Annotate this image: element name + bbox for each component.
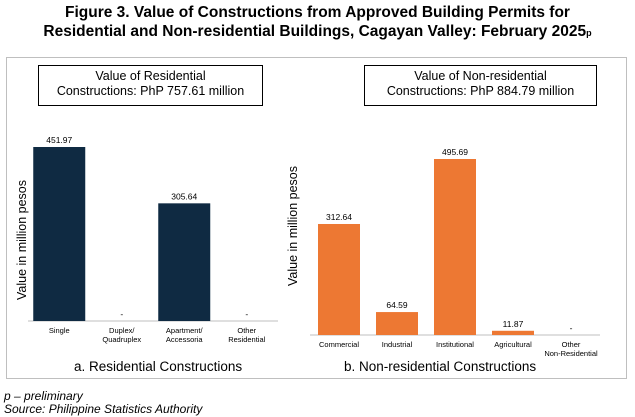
residential-category-label-3-1: Residential xyxy=(228,335,265,344)
residential-category-label-0-0: Single xyxy=(49,326,70,335)
note-source: Source: Philippine Statistics Authority xyxy=(4,402,203,416)
nonresidential-category-label-4-0: Other xyxy=(562,340,581,349)
nonresidential-category-label-1-0: Industrial xyxy=(382,340,413,349)
residential-category-label-2-0: Apartment/ xyxy=(166,326,204,335)
nonresidential-data-label-0: 312.64 xyxy=(326,212,352,222)
figure-title-line-1: Figure 3. Value of Constructions from Ap… xyxy=(65,4,570,21)
residential-data-label-1: - xyxy=(120,309,123,319)
residential-bar-0 xyxy=(33,147,86,321)
residential-category-label-3-0: Other xyxy=(237,326,256,335)
residential-category-label-1-1: Quadruplex xyxy=(102,335,141,344)
figure-title-line-2: Residential and Non-residential Building… xyxy=(0,22,635,41)
residential-total-line-1: Value of Residential xyxy=(95,69,206,83)
residential-data-label-2: 305.64 xyxy=(171,191,197,201)
figure-title-line-2-text: Residential and Non-residential Building… xyxy=(43,23,587,40)
nonresidential-bar-1 xyxy=(376,312,418,335)
nonresidential-data-label-4: - xyxy=(570,323,573,333)
nonresidential-bar-3 xyxy=(492,330,534,335)
title-superscript: p xyxy=(586,28,592,38)
nonresidential-total-line-2: Constructions: PhP 884.79 million xyxy=(386,84,575,98)
nonresidential-total-line-1: Value of Non-residential xyxy=(414,69,547,83)
residential-data-label-0: 451.97 xyxy=(46,135,72,145)
residential-y-axis-label: Value in million pesos xyxy=(15,180,29,300)
residential-total-line-2: Constructions: PhP 757.61 million xyxy=(56,84,245,98)
residential-caption: a. Residential Constructions xyxy=(74,359,243,374)
nonresidential-data-label-3: 11.87 xyxy=(503,319,524,329)
nonresidential-caption: b. Non-residential Constructions xyxy=(344,359,537,374)
nonresidential-category-label-0-0: Commercial xyxy=(319,340,359,349)
nonresidential-category-label-2-0: Institutional xyxy=(436,340,474,349)
residential-total-box: Value of Residential Constructions: PhP … xyxy=(38,65,263,106)
residential-category-label-1-0: Duplex/ xyxy=(109,326,135,335)
nonresidential-bar-2 xyxy=(434,159,476,335)
note-preliminary: p – preliminary xyxy=(4,389,83,403)
chart-frame xyxy=(6,57,627,379)
nonresidential-data-label-1: 64.59 xyxy=(386,300,408,310)
residential-data-label-3: - xyxy=(245,309,248,319)
nonresidential-category-label-4-1: Non-Residential xyxy=(544,349,598,358)
residential-bar-2 xyxy=(158,203,211,321)
nonresidential-y-axis-label: Value in million pesos xyxy=(286,166,300,286)
nonresidential-total-box: Value of Non-residential Constructions: … xyxy=(364,65,597,106)
nonresidential-bar-0 xyxy=(318,223,360,335)
nonresidential-category-label-3-0: Agricultural xyxy=(494,340,532,349)
residential-category-label-2-1: Accessoria xyxy=(166,335,204,344)
nonresidential-data-label-2: 495.69 xyxy=(442,147,468,157)
